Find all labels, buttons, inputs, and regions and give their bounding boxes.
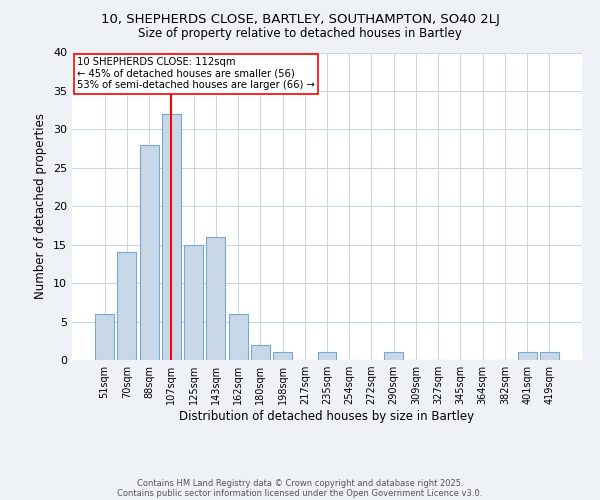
- Bar: [384, 352, 403, 360]
- Bar: [540, 352, 559, 360]
- Y-axis label: Number of detached properties: Number of detached properties: [34, 114, 47, 299]
- Text: Contains public sector information licensed under the Open Government Licence v3: Contains public sector information licen…: [118, 488, 482, 498]
- Bar: [95, 314, 114, 360]
- X-axis label: Distribution of detached houses by size in Bartley: Distribution of detached houses by size …: [179, 410, 475, 423]
- Text: 10 SHEPHERDS CLOSE: 112sqm
← 45% of detached houses are smaller (56)
53% of semi: 10 SHEPHERDS CLOSE: 112sqm ← 45% of deta…: [77, 57, 315, 90]
- Text: 10, SHEPHERDS CLOSE, BARTLEY, SOUTHAMPTON, SO40 2LJ: 10, SHEPHERDS CLOSE, BARTLEY, SOUTHAMPTO…: [101, 12, 499, 26]
- Bar: [251, 344, 270, 360]
- Bar: [140, 145, 158, 360]
- Bar: [162, 114, 181, 360]
- Bar: [206, 237, 225, 360]
- Bar: [184, 244, 203, 360]
- Text: Size of property relative to detached houses in Bartley: Size of property relative to detached ho…: [138, 28, 462, 40]
- Bar: [118, 252, 136, 360]
- Bar: [229, 314, 248, 360]
- Text: Contains HM Land Registry data © Crown copyright and database right 2025.: Contains HM Land Registry data © Crown c…: [137, 478, 463, 488]
- Bar: [273, 352, 292, 360]
- Bar: [518, 352, 536, 360]
- Bar: [317, 352, 337, 360]
